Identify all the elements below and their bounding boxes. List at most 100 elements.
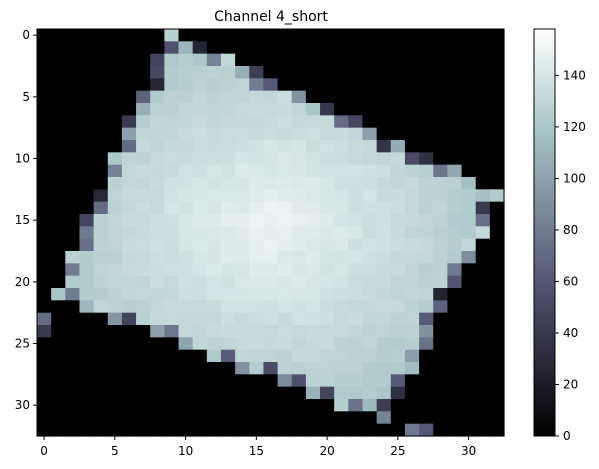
heatmap-cell <box>390 362 406 375</box>
heatmap-cell <box>107 411 123 425</box>
heatmap-cell <box>277 238 293 252</box>
heatmap-cell <box>320 152 335 166</box>
heatmap-cell <box>93 152 109 166</box>
heatmap-cell <box>220 362 236 375</box>
heatmap-cell <box>249 362 265 375</box>
heatmap-cell <box>305 78 321 92</box>
heatmap-cell <box>320 103 335 116</box>
heatmap-cell <box>79 201 95 215</box>
heatmap-cell <box>51 177 66 190</box>
heatmap-cell <box>390 238 406 252</box>
heatmap-cell <box>164 201 180 215</box>
heatmap-cell <box>121 140 137 153</box>
heatmap-cell <box>206 423 222 437</box>
heatmap-cell <box>192 337 208 351</box>
heatmap-cell <box>404 127 420 141</box>
heatmap-cell <box>362 90 378 104</box>
heatmap-cell <box>489 411 505 425</box>
heatmap-cell <box>291 164 307 178</box>
heatmap-cell <box>320 238 335 252</box>
heatmap-cell <box>475 66 491 79</box>
heatmap-cell <box>107 164 123 178</box>
heatmap-cell <box>390 152 406 166</box>
heatmap-cell <box>404 275 420 289</box>
heatmap-cell <box>136 78 151 92</box>
heatmap-cell <box>376 90 392 104</box>
heatmap-cell <box>93 300 109 314</box>
heatmap-cell <box>150 214 165 227</box>
heatmap-cell <box>192 41 208 55</box>
heatmap-cell <box>320 90 335 104</box>
heatmap-cell <box>136 103 151 116</box>
heatmap-cell <box>178 238 194 252</box>
heatmap-cell <box>447 152 463 166</box>
heatmap-cell <box>376 312 392 326</box>
heatmap-cell <box>447 90 463 104</box>
heatmap-cell <box>447 127 463 141</box>
heatmap-cell <box>404 152 420 166</box>
heatmap-cell <box>475 349 491 363</box>
heatmap-cell <box>489 29 505 42</box>
heatmap-cell <box>404 399 420 412</box>
heatmap-cell <box>475 214 491 227</box>
heatmap-cell <box>150 78 165 92</box>
heatmap-cell <box>235 90 250 104</box>
heatmap-cell <box>220 140 236 153</box>
heatmap-cell <box>489 78 505 92</box>
heatmap-cell <box>404 251 420 264</box>
heatmap-cell <box>433 411 448 425</box>
heatmap-cell <box>362 177 378 190</box>
heatmap-cell <box>79 41 95 55</box>
heatmap-cell <box>277 325 293 338</box>
colorbar-axis: 0 20 40 60 80 100 120 140 <box>555 68 586 443</box>
heatmap-cell <box>51 300 66 314</box>
heatmap-cell <box>150 29 165 42</box>
heatmap-cell <box>320 214 335 227</box>
heatmap-cell <box>192 189 208 203</box>
heatmap-cell <box>65 312 81 326</box>
heatmap-cell <box>37 275 52 289</box>
heatmap-cell <box>433 337 448 351</box>
heatmap-cell <box>447 66 463 79</box>
heatmap-cell <box>433 90 448 104</box>
heatmap-cell <box>220 78 236 92</box>
heatmap-cell <box>433 152 448 166</box>
heatmap-cell <box>390 90 406 104</box>
heatmap-cell <box>475 53 491 67</box>
heatmap-cell <box>51 78 66 92</box>
heatmap-cell <box>150 411 165 425</box>
heatmap-cell <box>419 423 434 437</box>
heatmap-cell <box>150 386 165 400</box>
heatmap-cell <box>93 53 109 67</box>
heatmap-cell <box>37 177 52 190</box>
heatmap-cell <box>51 349 66 363</box>
heatmap-cell <box>320 226 335 240</box>
heatmap-cell <box>220 263 236 277</box>
heatmap-cell <box>263 103 279 116</box>
heatmap-cell <box>348 399 364 412</box>
heatmap-cell <box>334 41 349 55</box>
heatmap-cell <box>376 140 392 153</box>
heatmap-cell <box>305 201 321 215</box>
heatmap-cell <box>362 238 378 252</box>
heatmap-cell <box>489 177 505 190</box>
heatmap-cell <box>107 300 123 314</box>
heatmap-cell <box>461 423 477 437</box>
heatmap-cell <box>65 66 81 79</box>
heatmap-cell <box>79 288 95 301</box>
heatmap-cell <box>192 214 208 227</box>
heatmap-cell <box>390 325 406 338</box>
heatmap-cell <box>178 312 194 326</box>
heatmap-cell <box>136 337 151 351</box>
heatmap-cell <box>136 275 151 289</box>
heatmap-cell <box>419 411 434 425</box>
heatmap-cell <box>419 263 434 277</box>
heatmap-cell <box>334 201 349 215</box>
heatmap-cell <box>65 53 81 67</box>
heatmap-cell <box>291 177 307 190</box>
heatmap-cell <box>390 312 406 326</box>
heatmap-cell <box>79 423 95 437</box>
heatmap-cell <box>291 263 307 277</box>
heatmap-cell <box>178 399 194 412</box>
heatmap-cell <box>178 66 194 79</box>
